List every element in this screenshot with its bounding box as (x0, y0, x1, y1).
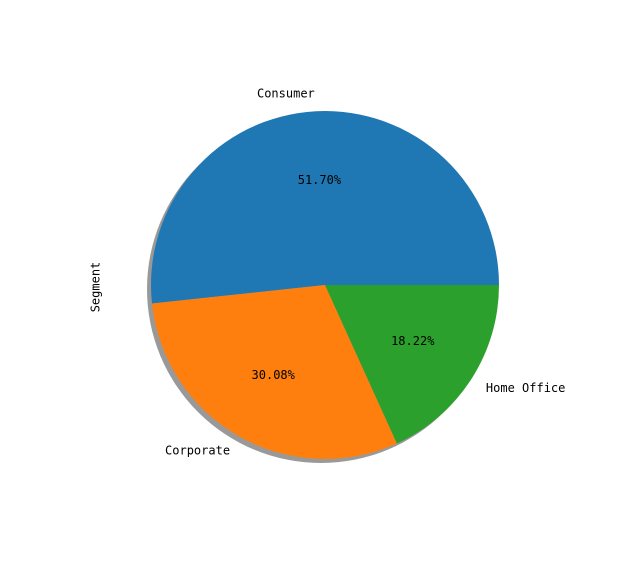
slice-label: Home Office (486, 381, 565, 395)
percent-label: 18.22% (391, 334, 435, 348)
slice-label: Corporate (165, 444, 230, 458)
pie-slice (151, 285, 397, 459)
y-axis-label: Segment (89, 262, 103, 313)
slice-label: Consumer (257, 86, 315, 100)
percent-label: 30.08% (252, 368, 296, 382)
percent-label: 51.70% (298, 173, 342, 187)
pie-slice (150, 110, 500, 304)
pie-slice (325, 285, 499, 444)
